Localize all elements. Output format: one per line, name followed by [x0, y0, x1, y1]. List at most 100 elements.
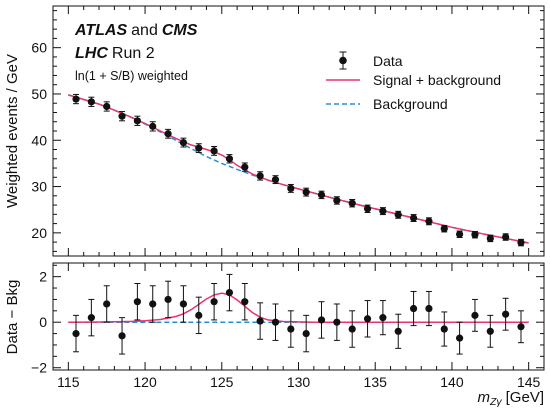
- lower-data-point: [210, 298, 218, 306]
- upper-data-point: [333, 196, 341, 205]
- lower-data-point: [517, 323, 525, 331]
- experiment-label: ATLAS and CMS: [74, 22, 198, 39]
- upper-data-point: [72, 95, 80, 103]
- upper-y-axis-label: Weighted events / GeV: [4, 54, 21, 208]
- x-tick-label: 115: [57, 374, 80, 390]
- upper-data-point: [87, 98, 95, 106]
- legend-signal-label: Signal + background: [373, 72, 501, 88]
- legend-data-marker: [339, 51, 347, 70]
- upper-data-point: [471, 231, 479, 239]
- upper-data-point: [118, 112, 126, 120]
- upper-y-tick-label: 60: [31, 40, 47, 56]
- lower-y-axis-label: Data − Bkg: [4, 280, 21, 355]
- upper-data-point: [302, 188, 310, 196]
- legend-background-label: Background: [373, 96, 448, 112]
- lower-y-tick-label: −2: [31, 360, 47, 376]
- lower-data-point: [256, 317, 264, 325]
- upper-data-point: [425, 217, 433, 225]
- lower-data-point: [164, 295, 172, 304]
- upper-data-points: [72, 93, 525, 247]
- x-ticks: 115 120 125 130 135 140 145: [52, 6, 545, 390]
- upper-y-tick-label: 20: [31, 225, 47, 241]
- lhc-label: LHC: [75, 45, 108, 62]
- upper-data-point: [409, 214, 418, 222]
- upper-data-point: [271, 176, 280, 184]
- upper-y-tick-label: 40: [31, 132, 47, 148]
- upper-data-point: [394, 211, 402, 219]
- atlas-label: ATLAS: [74, 22, 127, 39]
- lower-data-point: [271, 318, 280, 326]
- upper-data-point: [348, 199, 356, 207]
- run-label: LHC Run 2: [75, 45, 155, 62]
- x-tick-label: 140: [440, 374, 464, 390]
- upper-data-point: [149, 122, 157, 130]
- upper-data-point: [179, 138, 188, 147]
- upper-data-point: [317, 191, 326, 199]
- upper-data-point: [133, 117, 141, 125]
- upper-ticks: 20 30 40 50 60: [31, 10, 544, 252]
- lower-data-point: [72, 329, 80, 338]
- lower-data-point: [149, 300, 157, 308]
- upper-data-point: [210, 147, 218, 155]
- lower-data-point: [118, 332, 126, 340]
- x-tick-label: 125: [210, 374, 234, 390]
- legend: Data Signal + background Background: [326, 51, 501, 112]
- upper-data-point: [517, 238, 525, 247]
- lower-data-point: [425, 304, 433, 313]
- upper-data-point: [164, 130, 172, 138]
- x-axis-label: mZγ [GeV]: [477, 389, 544, 408]
- lower-data-point: [195, 311, 203, 319]
- x-tick-label: 120: [133, 374, 157, 390]
- upper-plot-frame: [52, 5, 545, 257]
- upper-data-point: [379, 207, 387, 215]
- and-label: and: [131, 22, 158, 39]
- x-axis-label-sub: Zγ: [489, 396, 502, 408]
- upper-data-point: [287, 184, 295, 193]
- run-number-label: Run 2: [112, 45, 155, 62]
- lower-plot-frame: [52, 262, 545, 371]
- lower-data-points: [72, 273, 525, 355]
- lower-data-point: [471, 311, 479, 319]
- lower-data-point: [179, 300, 188, 308]
- cms-label: CMS: [162, 22, 198, 39]
- lower-data-point: [317, 316, 326, 324]
- upper-data-point: [456, 230, 464, 238]
- lower-data-point: [333, 318, 341, 326]
- upper-data-point: [256, 172, 264, 180]
- x-tick-label: 135: [364, 374, 388, 390]
- lower-data-point: [302, 329, 310, 338]
- x-axis-label-unit: [GeV]: [506, 389, 544, 406]
- lower-data-point: [103, 300, 111, 308]
- x-tick-label: 145: [517, 374, 541, 390]
- lower-data-point: [348, 325, 356, 333]
- lower-ticks: −2 0 2: [31, 264, 544, 376]
- upper-data-point: [195, 144, 203, 152]
- lower-data-point: [394, 327, 402, 335]
- lower-data-point: [133, 298, 141, 306]
- upper-y-tick-label: 50: [31, 86, 47, 102]
- lower-data-point: [456, 334, 464, 342]
- lower-data-point: [225, 288, 234, 297]
- lower-data-point: [379, 314, 387, 322]
- x-axis-label-var: m: [477, 389, 490, 406]
- lower-data-point: [241, 298, 249, 306]
- lower-data-point: [409, 304, 418, 313]
- lower-y-tick-label: 2: [39, 269, 47, 285]
- lower-data-point: [87, 314, 95, 322]
- lower-data-point: [440, 325, 448, 333]
- lower-data-point: [287, 325, 295, 333]
- weighting-note: ln(1 + S/B) weighted: [75, 69, 188, 83]
- lower-data-point: [363, 315, 372, 323]
- lower-y-tick-label: 0: [39, 314, 47, 330]
- upper-data-point: [486, 234, 494, 243]
- upper-y-tick-label: 30: [31, 179, 47, 195]
- upper-data-point: [440, 225, 448, 233]
- x-tick-label: 130: [287, 374, 311, 390]
- upper-data-point: [103, 102, 111, 111]
- upper-data-point: [241, 163, 249, 171]
- lower-data-point: [502, 310, 510, 318]
- legend-data-label: Data: [373, 53, 403, 69]
- upper-data-point: [363, 205, 372, 213]
